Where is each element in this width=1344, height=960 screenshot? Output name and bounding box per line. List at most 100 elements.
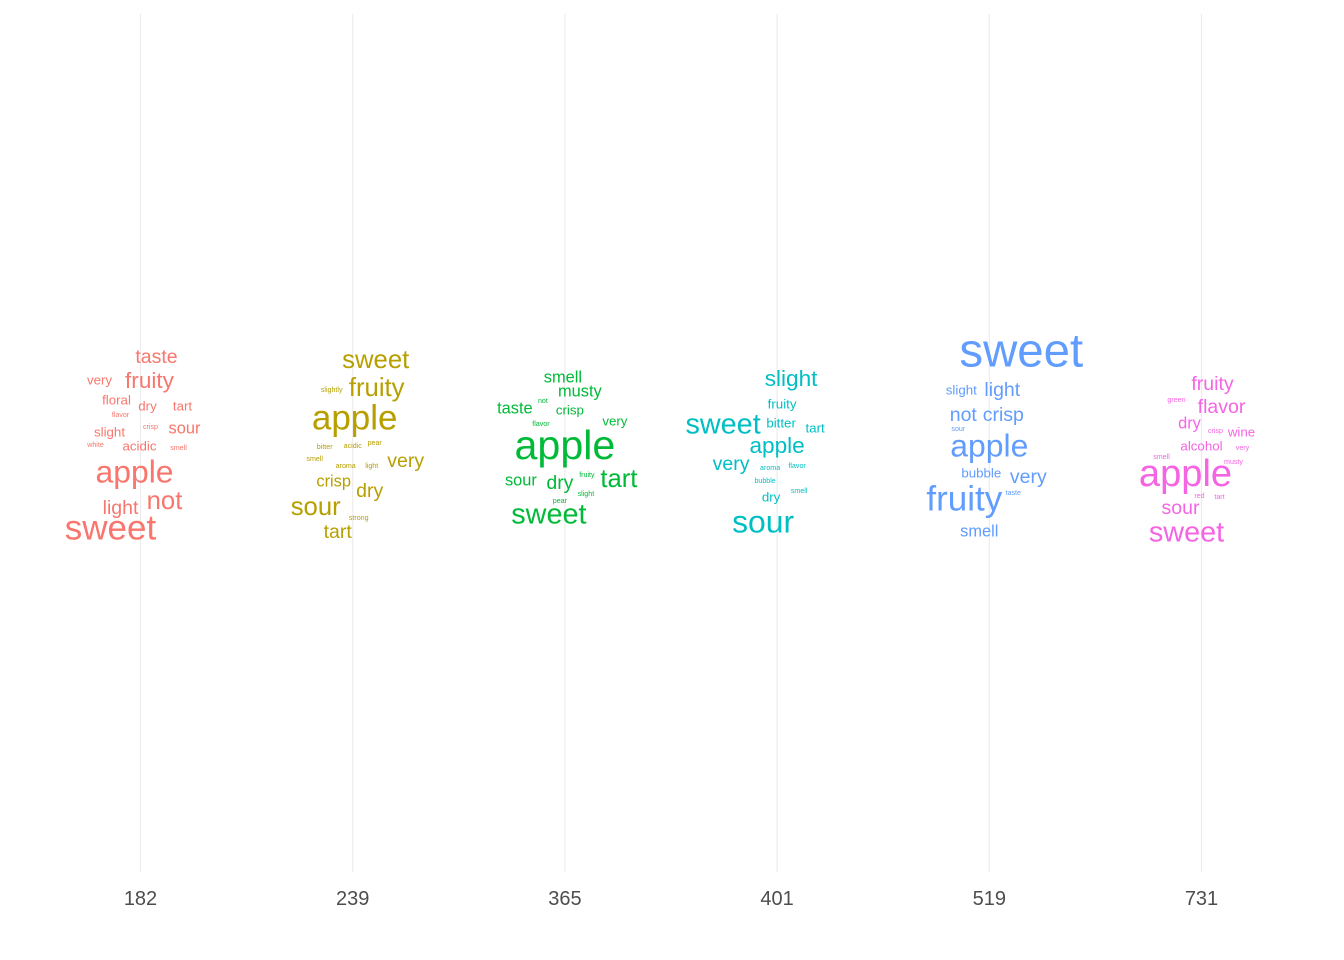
word-401-slight: slight xyxy=(765,366,818,391)
word-401-fruity: fruity xyxy=(768,397,797,412)
tick-label-401: 401 xyxy=(760,888,793,910)
word-239-crisp: crisp xyxy=(316,472,351,490)
word-182-apple: apple xyxy=(95,453,173,489)
word-365-dry: dry xyxy=(546,472,573,494)
word-239-light: light xyxy=(365,462,378,470)
word-401-apple: apple xyxy=(749,433,804,458)
word-365-smell: smell xyxy=(544,368,582,386)
word-519-taste: taste xyxy=(1006,489,1021,497)
word-731-fruity: fruity xyxy=(1191,373,1234,395)
tick-label-239: 239 xyxy=(336,888,369,910)
word-519-sour: sour xyxy=(951,425,965,433)
word-365-sweet: sweet xyxy=(511,499,586,531)
word-182-not: not xyxy=(147,487,183,515)
word-cloud-365: apple sweet tart dry musty taste smell sour cris… xyxy=(497,368,637,530)
word-182-fruity: fruity xyxy=(125,368,175,393)
word-239-smell: smell xyxy=(306,455,323,463)
word-239-tart: tart xyxy=(324,521,353,543)
word-239-strong: strong xyxy=(349,514,369,522)
word-182-taste: taste xyxy=(135,346,177,368)
word-519-apple: apple xyxy=(950,427,1028,463)
word-731-tart: tart xyxy=(1214,493,1224,501)
word-401-sour: sour xyxy=(732,503,794,539)
word-519-fruity: fruity xyxy=(926,479,1002,518)
word-731-alcohol: alcohol xyxy=(1180,439,1222,454)
word-365-sour: sour xyxy=(505,471,537,489)
word-731-smell: smell xyxy=(1153,453,1170,461)
word-182-white: white xyxy=(86,441,104,449)
word-365-slight: slight xyxy=(578,490,595,498)
word-401-sweet: sweet xyxy=(685,409,760,441)
word-519-very: very xyxy=(1010,466,1047,488)
word-365-flavor: flavor xyxy=(532,420,550,428)
word-731-green: green xyxy=(1167,396,1185,404)
word-182-very: very xyxy=(87,373,112,388)
word-401-bitter: bitter xyxy=(766,416,796,431)
word-239-slightly: slightly xyxy=(321,386,343,394)
word-519-light: light xyxy=(984,379,1020,401)
word-239-sweet: sweet xyxy=(342,346,409,374)
gridlines xyxy=(139,14,1203,872)
word-401-bubble: bubble xyxy=(754,477,775,485)
word-239-bitter: bitter xyxy=(317,443,333,451)
word-401-very: very xyxy=(713,453,750,475)
word-239-aroma: aroma xyxy=(336,462,356,470)
word-731-apple: apple xyxy=(1139,453,1232,495)
x-axis-tick-labels: 182 239 365 401 519 731 xyxy=(124,888,1218,910)
word-401-aroma: aroma xyxy=(760,464,780,472)
word-519-not: not xyxy=(950,404,978,426)
word-182-acidic: acidic xyxy=(123,439,157,454)
word-519-smell: smell xyxy=(960,522,998,540)
word-182-light: light xyxy=(103,497,139,519)
word-182-slight: slight xyxy=(94,425,125,440)
word-365-very: very xyxy=(602,414,627,429)
word-401-tart: tart xyxy=(805,421,825,436)
tick-label-365: 365 xyxy=(548,888,581,910)
word-519-bubble: bubble xyxy=(961,466,1001,481)
word-365-not: not xyxy=(538,397,548,405)
word-365-crisp: crisp xyxy=(556,403,584,418)
word-731-crisp: crisp xyxy=(1208,427,1223,435)
word-365-pear: pear xyxy=(553,497,568,505)
word-182-smell: smell xyxy=(170,444,187,452)
word-365-fruity: fruity xyxy=(579,471,595,479)
word-519-sweet: sweet xyxy=(959,325,1083,378)
tick-label-731: 731 xyxy=(1185,888,1218,910)
tick-label-519: 519 xyxy=(973,888,1006,910)
word-401-flavor: flavor xyxy=(788,462,806,470)
word-182-sweet: sweet xyxy=(65,508,157,547)
word-239-dry: dry xyxy=(356,480,383,502)
word-182-tart: tart xyxy=(173,399,193,414)
word-519-crisp: crisp xyxy=(983,404,1024,426)
word-365-taste: taste xyxy=(497,399,533,417)
word-519-slight: slight xyxy=(946,383,977,398)
word-239-acidic: acidic xyxy=(344,442,363,450)
word-182-crisp: crisp xyxy=(143,423,158,431)
word-239-fruity: fruity xyxy=(349,374,405,402)
word-731-dry: dry xyxy=(1178,414,1202,432)
word-239-pear: pear xyxy=(368,439,383,447)
word-182-floral: floral xyxy=(102,393,131,408)
tick-label-182: 182 xyxy=(124,888,157,910)
word-239-apple: apple xyxy=(312,398,398,437)
word-401-dry: dry xyxy=(762,490,781,505)
word-182-dry: dry xyxy=(138,399,157,414)
word-182-flavor: flavor xyxy=(112,411,130,419)
word-731-wine: wine xyxy=(1227,425,1255,440)
word-365-apple: apple xyxy=(515,422,616,468)
word-731-flavor: flavor xyxy=(1198,396,1246,418)
word-182-sour: sour xyxy=(169,419,201,437)
word-731-very: very xyxy=(1236,444,1250,452)
word-239-very: very xyxy=(387,450,424,472)
word-731-sweet: sweet xyxy=(1149,517,1224,549)
word-365-musty: musty xyxy=(558,382,603,400)
word-239-sour: sour xyxy=(291,493,341,521)
word-731-musty: musty xyxy=(1224,458,1243,466)
